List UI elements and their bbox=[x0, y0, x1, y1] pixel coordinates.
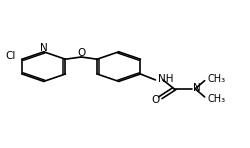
Text: O: O bbox=[152, 95, 160, 105]
Text: N: N bbox=[40, 43, 48, 53]
Text: Cl: Cl bbox=[6, 51, 16, 61]
Text: N: N bbox=[193, 83, 201, 93]
Text: CH₃: CH₃ bbox=[208, 74, 226, 84]
Text: CH₃: CH₃ bbox=[208, 94, 226, 104]
Text: NH: NH bbox=[158, 74, 174, 85]
Text: O: O bbox=[77, 48, 86, 58]
